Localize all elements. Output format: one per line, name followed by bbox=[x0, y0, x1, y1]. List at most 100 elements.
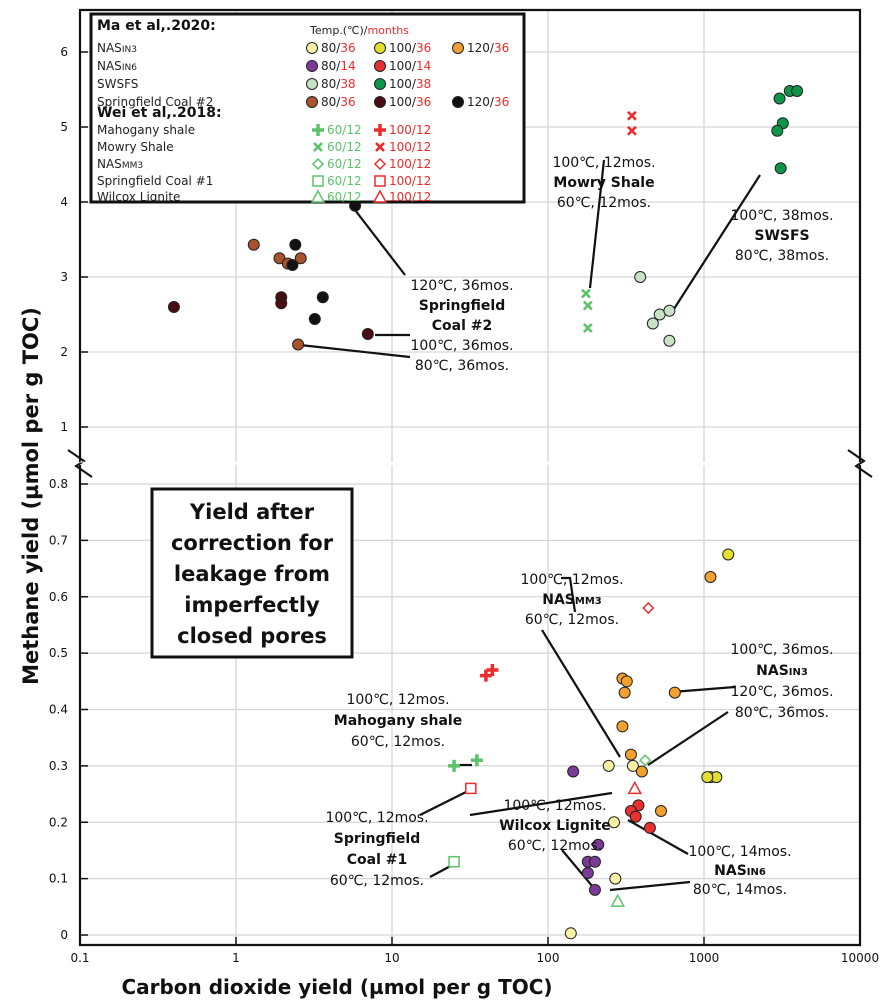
x-tick-label: 100 bbox=[537, 951, 560, 965]
y-tick-label-lower: 0.2 bbox=[49, 815, 68, 829]
legend-entry-label: 100/12 bbox=[389, 190, 431, 204]
note-box-frame bbox=[150, 487, 354, 659]
legend-circle-marker bbox=[306, 96, 318, 108]
data-point bbox=[624, 748, 637, 761]
annotation-group: 100℃, 12mos. Wilcox Lignite 60℃, 12mos. bbox=[499, 798, 611, 854]
data-point bbox=[626, 125, 637, 136]
y-tick-label-lower: 0.5 bbox=[49, 646, 68, 660]
annotation-leader bbox=[541, 629, 621, 758]
legend-text: Springfield Coal #2 bbox=[97, 95, 213, 109]
y-tick-label-lower: 0.3 bbox=[49, 759, 68, 773]
y-tick-label-upper: 4 bbox=[60, 195, 68, 209]
legend-circle-marker bbox=[374, 60, 386, 72]
note-box-line: closed pores bbox=[177, 624, 327, 648]
legend-entry-label: 120/36 bbox=[467, 41, 509, 55]
legend-entry-label: 100/38 bbox=[389, 77, 431, 91]
note-box-line: leakage from bbox=[174, 562, 330, 586]
annotation-leader bbox=[469, 791, 613, 817]
y-tick-label-upper: 2 bbox=[60, 345, 68, 359]
y-tick-label-lower: 0.6 bbox=[49, 590, 68, 604]
series-mowry-shale-60-c bbox=[580, 288, 593, 333]
legend-circle-marker bbox=[452, 96, 464, 108]
series-nasmm3-60-c bbox=[639, 754, 652, 767]
annotation-text: Coal #1 bbox=[347, 852, 407, 868]
data-point bbox=[774, 162, 787, 175]
legend-marker bbox=[373, 157, 387, 171]
data-point bbox=[588, 883, 601, 896]
annotation-text: 100℃, 12mos. bbox=[552, 155, 655, 171]
annotations: 120℃, 36mos. Springfield Coal #2 100℃, 36mo… bbox=[325, 155, 833, 898]
legend-marker bbox=[374, 175, 386, 187]
legend-marker bbox=[311, 157, 325, 171]
data-point bbox=[608, 816, 621, 829]
data-point bbox=[316, 291, 329, 304]
annotation-text: 100℃, 36mos. bbox=[410, 338, 513, 354]
legend-entry-label: 60/12 bbox=[327, 123, 362, 137]
data-point bbox=[448, 855, 460, 868]
legend-entry-label: 80/36 bbox=[321, 41, 356, 55]
annotation-text: NASIN6 bbox=[714, 863, 766, 879]
data-point bbox=[626, 110, 637, 121]
annotation-leader bbox=[561, 576, 577, 613]
legend-circle-marker bbox=[306, 60, 318, 72]
data-point bbox=[602, 759, 615, 772]
data-point bbox=[167, 301, 180, 313]
series-springfield-coal-2-100-c bbox=[167, 291, 374, 340]
data-point bbox=[629, 810, 642, 823]
x-tick-label: 10 bbox=[384, 951, 399, 965]
data-point bbox=[626, 759, 639, 772]
data-point bbox=[592, 838, 605, 851]
note-box-line: imperfectly bbox=[184, 593, 320, 617]
data-point bbox=[486, 664, 499, 677]
series-springfield-coal-2-120-c bbox=[286, 199, 362, 325]
legend-entry-label: 100/36 bbox=[389, 95, 431, 109]
data-point bbox=[610, 893, 626, 907]
legend-circle-marker bbox=[306, 78, 318, 90]
annotation-text: 100℃, 12mos. bbox=[346, 692, 449, 708]
legend-text: NASIN3 bbox=[97, 41, 137, 55]
data-point bbox=[582, 323, 593, 333]
legend-circle-marker bbox=[374, 78, 386, 90]
annotation-text: Wilcox Lignite bbox=[499, 818, 611, 834]
legend-entry-label: 80/36 bbox=[321, 95, 356, 109]
annotation-text: Mowry Shale bbox=[553, 175, 654, 191]
legend-text: NASIN6 bbox=[97, 59, 137, 73]
annotation-leader bbox=[647, 711, 729, 766]
annotation-text: 100℃, 12mos. bbox=[503, 798, 606, 814]
axis-frame bbox=[78, 8, 862, 947]
legend-text: Springfield Coal #1 bbox=[97, 174, 213, 188]
series-swsfs-80-c bbox=[634, 271, 676, 347]
data-point bbox=[634, 271, 647, 283]
annotation-leader bbox=[609, 880, 691, 892]
legend-circle-marker bbox=[374, 96, 386, 108]
y-tick-label-upper: 6 bbox=[60, 45, 68, 59]
data-point bbox=[275, 297, 288, 310]
legend-marker bbox=[374, 124, 386, 136]
annotation-text: 100℃, 12mos. bbox=[520, 572, 623, 588]
annotation-group: 100℃, 14mos. NASIN6 80℃, 14mos. bbox=[688, 844, 791, 898]
annotation-text: NASIN3 bbox=[756, 663, 808, 679]
data-point bbox=[588, 855, 601, 868]
data-point bbox=[448, 759, 461, 772]
annotation-text: 60℃, 12mos. bbox=[508, 838, 602, 854]
legend-entry-label: 60/12 bbox=[327, 140, 362, 154]
data-point bbox=[722, 548, 735, 561]
y-axis-label: Methane yield (µmol per g TOC) bbox=[19, 307, 43, 685]
legend-circle-marker bbox=[374, 42, 386, 54]
data-point bbox=[620, 675, 633, 688]
x-tick-label: 1 bbox=[232, 951, 240, 965]
series-springfield-coal-1-60-c bbox=[448, 855, 460, 868]
legend-marker bbox=[375, 142, 385, 152]
series-swsfs-100-c bbox=[771, 85, 804, 175]
legend-entry-label: 120/36 bbox=[467, 95, 509, 109]
data-point bbox=[564, 927, 577, 940]
data-point bbox=[773, 92, 786, 105]
legend-text: Mowry Shale bbox=[97, 140, 174, 154]
legend-text: Mahogany shale bbox=[97, 123, 195, 137]
x-tick-label: 0.1 bbox=[70, 951, 89, 965]
y-tick-label-lower: 0 bbox=[60, 928, 68, 942]
data-point bbox=[654, 804, 667, 817]
data-point bbox=[470, 754, 483, 767]
data-point bbox=[567, 765, 580, 778]
data-point bbox=[479, 669, 492, 682]
